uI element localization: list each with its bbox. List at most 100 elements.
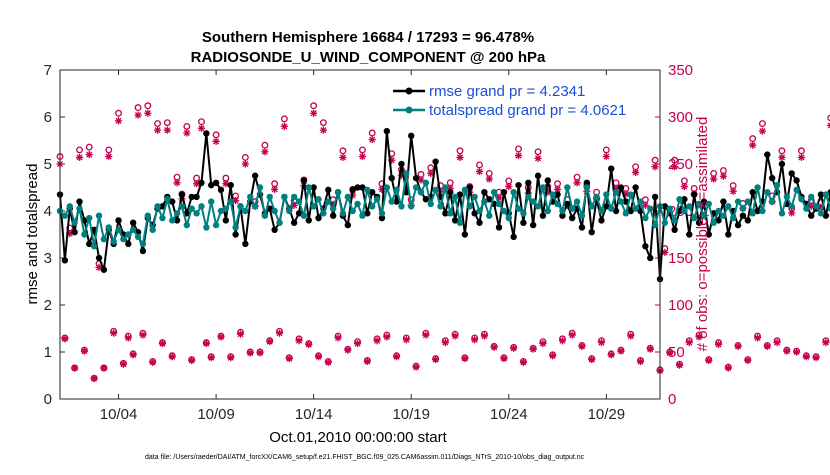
rmse-point (125, 240, 132, 248)
totalspread-point (437, 203, 444, 210)
legend-rmse-label: rmse grand pr = 4.2341 (429, 83, 585, 100)
obs-assimilated-point (319, 126, 328, 134)
obs-assimilated-point (636, 357, 645, 365)
totalspread-point (261, 212, 269, 219)
rmse-point (300, 177, 308, 184)
legend-rmse-marker (405, 87, 413, 95)
obs-assimilated-point (471, 336, 479, 344)
y-left-tick-label: 7 (44, 62, 52, 79)
rmse-point (61, 257, 69, 264)
obs-assimilated-point (500, 354, 508, 363)
rmse-point (305, 217, 312, 224)
rmse-point (695, 219, 703, 226)
obs-assimilated-point (285, 354, 293, 363)
rmse-point (627, 207, 634, 215)
rmse-point (651, 193, 659, 201)
obs-assimilated-point (353, 339, 362, 348)
totalspread-point (266, 193, 273, 201)
rmse-point (193, 193, 200, 201)
legend: rmse grand pr = 4.2341 totalspread grand… (390, 78, 640, 124)
rmse-point (129, 219, 137, 226)
rmse-point (632, 184, 639, 191)
totalspread-point (661, 219, 669, 226)
obs-assimilated-point (651, 163, 659, 171)
rmse-point (690, 191, 698, 198)
rmse-point (705, 231, 712, 238)
obs-possible-point (476, 161, 483, 169)
obs-assimilated-point (168, 353, 176, 361)
rmse-point (86, 240, 93, 248)
totalspread-point (695, 200, 703, 208)
x-tick-label: 10/19 (392, 406, 430, 423)
rmse-point (422, 196, 430, 203)
rmse-point (188, 193, 195, 201)
obs-possible-point (827, 114, 830, 122)
obs-assimilated-point (119, 360, 128, 368)
obs-assimilated-point (695, 333, 703, 341)
obs-possible-point (163, 119, 171, 127)
rmse-point (388, 174, 395, 182)
totalspread-point (412, 184, 420, 191)
obs-assimilated-point (812, 354, 820, 362)
totalspread-point (725, 203, 732, 210)
totalspread-point (325, 198, 332, 205)
totalspread-point (354, 200, 361, 208)
obs-assimilated-point (646, 345, 654, 353)
rmse-point (554, 191, 561, 198)
totalspread-point (544, 207, 552, 215)
obs-possible-point (456, 147, 464, 155)
obs-assimilated-point (388, 156, 396, 164)
totalspread-point (505, 214, 512, 222)
obs-assimilated-point (685, 339, 693, 347)
obs-assimilated-point (163, 126, 171, 134)
totalspread-point (578, 212, 586, 219)
totalspread-point (686, 203, 693, 210)
obs-assimilated-point (675, 361, 684, 369)
totalspread-point (359, 212, 366, 219)
rmse-point (325, 186, 332, 194)
obs-possible-point (85, 143, 93, 151)
totalspread-point (486, 212, 493, 219)
obs-assimilated-point (173, 179, 181, 187)
obs-possible-point (368, 129, 376, 137)
totalspread-point (773, 181, 781, 189)
obs-assimilated-point (510, 344, 518, 352)
obs-assimilated-point (446, 184, 454, 193)
obs-assimilated-point (422, 331, 430, 339)
rmse-point (754, 207, 761, 215)
totalspread-point (403, 170, 410, 177)
totalspread-point (495, 200, 503, 208)
totalspread-point (676, 196, 683, 203)
obs-assimilated-point (729, 187, 737, 195)
totalspread-point (510, 189, 517, 196)
obs-possible-point (651, 156, 659, 164)
rmse-point (681, 196, 688, 203)
totalspread-point (320, 210, 327, 217)
totalspread-point (534, 203, 542, 210)
totalspread-point (290, 193, 298, 201)
obs-assimilated-point (797, 153, 806, 162)
totalspread-point (442, 184, 449, 191)
obs-assimilated-point (788, 209, 796, 217)
totalspread-point (627, 191, 634, 198)
obs-assimilated-point (256, 349, 264, 357)
rmse-point (476, 219, 483, 226)
totalspread-point (315, 196, 322, 203)
totalspread-point (461, 186, 469, 194)
rmse-point (598, 217, 605, 224)
obs-possible-point (144, 102, 152, 110)
totalspread-point (66, 203, 73, 210)
obs-assimilated-point (344, 346, 352, 354)
obs-assimilated-point (602, 152, 610, 161)
rmse-point (393, 198, 400, 205)
obs-assimilated-point (329, 200, 337, 209)
totalspread-point (729, 214, 737, 222)
totalspread-point (198, 203, 205, 210)
totalspread-point (247, 193, 254, 201)
obs-assimilated-point (85, 151, 93, 159)
totalspread-point (642, 214, 649, 222)
obs-assimilated-point (485, 175, 493, 183)
obs-assimilated-point (427, 169, 435, 177)
rmse-point (95, 254, 103, 262)
totalspread-point (188, 205, 195, 212)
